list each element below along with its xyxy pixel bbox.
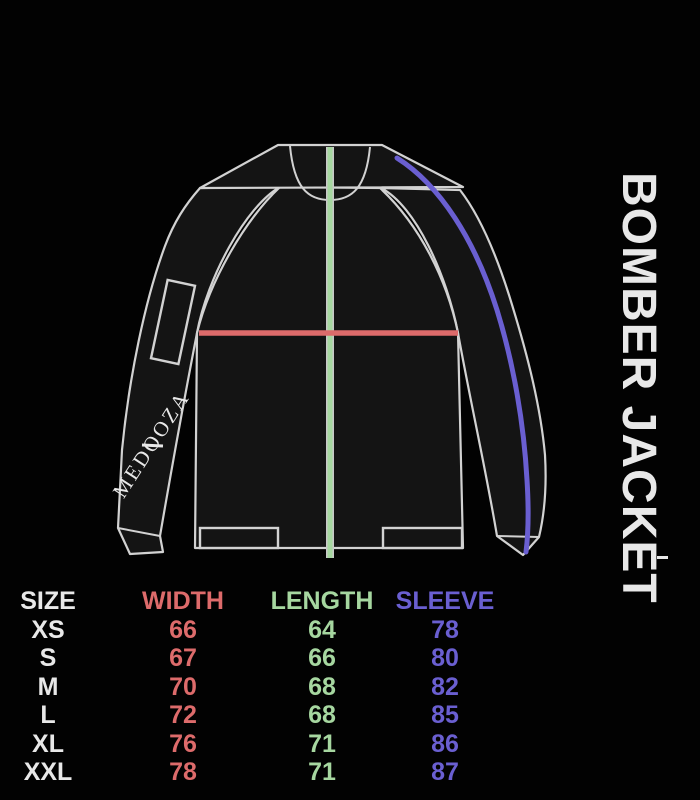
- cell-width: 76: [169, 729, 197, 758]
- cell-width: 70: [169, 672, 197, 701]
- cell-length: 71: [308, 729, 336, 758]
- header-size: SIZE: [20, 587, 76, 615]
- sleeve-pocket: [149, 278, 197, 366]
- cell-length: 64: [308, 616, 336, 644]
- size-table-body: XS 66 64 78 S 67 66 80 M 70 68 82 L 72 6…: [0, 616, 516, 786]
- header-sleeve: SLEEVE: [395, 587, 495, 615]
- brand-o-dash: [141, 443, 164, 448]
- cell-width: 66: [169, 616, 197, 644]
- waistband-right-panel: [381, 526, 464, 550]
- cell-length: 68: [308, 672, 336, 701]
- cell-width: 78: [169, 758, 197, 787]
- waistband-left-panel: [198, 526, 280, 550]
- cell-size: XXL: [23, 758, 73, 787]
- cell-sleeve: 85: [431, 701, 459, 730]
- cell-length: 71: [308, 758, 336, 787]
- sleeve-measure-line: [394, 155, 531, 555]
- cell-sleeve: 78: [431, 616, 459, 644]
- table-row: L 72 68 85: [0, 701, 516, 729]
- cell-size: S: [39, 644, 57, 673]
- table-row: M 70 68 82: [0, 673, 516, 701]
- cell-size: XL: [32, 729, 64, 758]
- cell-size: L: [40, 701, 56, 730]
- cell-size: M: [37, 672, 59, 701]
- jacket-diagram: MEDOOZA: [108, 143, 547, 558]
- table-row: XL 76 71 86: [0, 730, 516, 758]
- cell-width: 72: [169, 701, 197, 730]
- table-row: XS 66 64 78: [0, 616, 516, 644]
- cell-size: XS: [31, 616, 65, 644]
- left-cuff-line: [117, 527, 161, 537]
- right-cuff-line: [496, 535, 540, 538]
- header-width: WIDTH: [142, 587, 224, 615]
- size-table-header: SIZE WIDTH LENGTH SLEEVE: [0, 586, 516, 616]
- cell-sleeve: 80: [431, 644, 459, 673]
- cell-sleeve: 86: [431, 729, 459, 758]
- cell-sleeve: 87: [431, 758, 459, 787]
- cell-sleeve: 82: [431, 672, 459, 701]
- page-title: BOMBER JACKET: [612, 172, 665, 604]
- cell-width: 67: [169, 644, 197, 673]
- cell-length: 66: [308, 644, 336, 673]
- size-table: SIZE WIDTH LENGTH SLEEVE XS 66 64 78 S 6…: [0, 586, 516, 786]
- header-length: LENGTH: [270, 587, 374, 615]
- table-row: XXL 78 71 87: [0, 758, 516, 786]
- table-row: S 67 66 80: [0, 644, 516, 672]
- cell-length: 68: [308, 701, 336, 730]
- title-dash-mark: [657, 556, 668, 559]
